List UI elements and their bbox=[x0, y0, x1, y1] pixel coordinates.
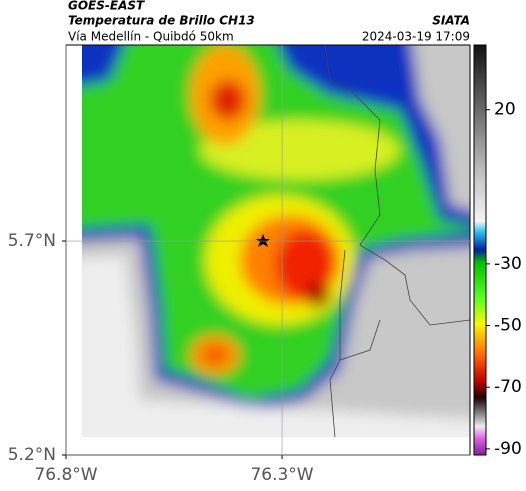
source: SIATA bbox=[432, 14, 470, 28]
marker-star bbox=[256, 234, 270, 247]
subtitle: Temperatura de Brillo CH13 bbox=[68, 14, 255, 28]
location: Vía Medellín - Quibdó 50km bbox=[68, 30, 234, 44]
colorbar bbox=[473, 44, 487, 456]
x-tick-label: 76.8°W bbox=[34, 465, 97, 485]
colorbar-label: -90 bbox=[494, 439, 522, 459]
colorbar-label: -70 bbox=[494, 377, 522, 397]
title: GOES-EAST bbox=[68, 0, 145, 13]
y-tick-label: 5.2°N bbox=[8, 445, 56, 465]
colorbar-label: 20 bbox=[494, 100, 516, 120]
colorbar-label: -50 bbox=[494, 316, 522, 336]
colorbar-label: -30 bbox=[494, 254, 522, 274]
datetime: 2024-03-19 17:09 bbox=[362, 30, 470, 44]
y-tick-label: 5.7°N bbox=[8, 231, 56, 251]
imagery bbox=[82, 45, 470, 437]
x-tick-label: 76.3°W bbox=[250, 465, 313, 485]
